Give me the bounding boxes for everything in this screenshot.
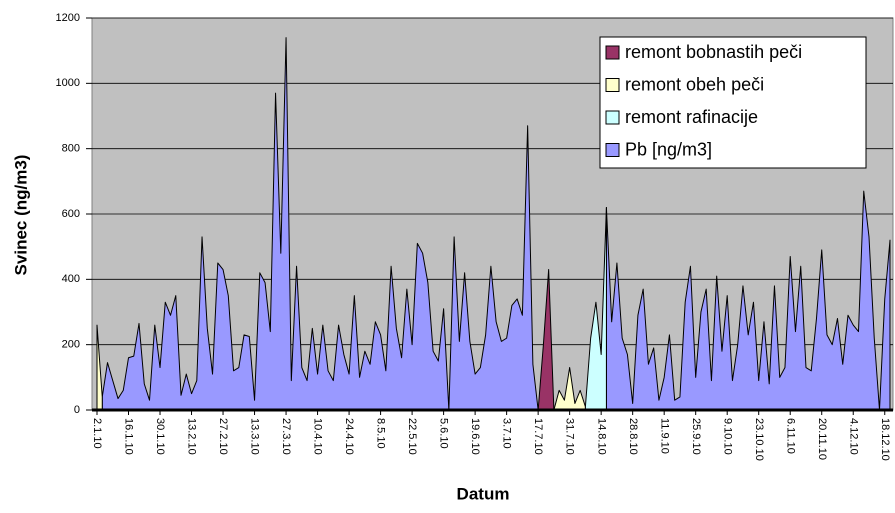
y-tick-label: 1200 xyxy=(56,12,80,24)
x-tick-label: 4.12.10 xyxy=(847,418,859,455)
x-tick-label: 25.9.10 xyxy=(690,418,702,455)
x-tick-label: 27.3.10 xyxy=(280,418,292,455)
x-tick-label: 14.8.10 xyxy=(595,418,607,455)
legend-swatch xyxy=(605,110,620,125)
legend-swatch xyxy=(605,143,620,157)
legend-box xyxy=(599,36,867,169)
x-tick-label: 3.7.10 xyxy=(501,418,513,449)
legend-swatch xyxy=(605,45,620,60)
x-tick-label: 8.5.10 xyxy=(375,418,387,449)
legend: remont bobnastih peči remont obeh peči rem… xyxy=(599,36,867,169)
x-tick-label: 2.1.10 xyxy=(91,418,103,449)
x-tick-label: 6.11.10 xyxy=(784,418,796,454)
x-tick-label: 5.6.10 xyxy=(438,418,450,449)
x-tick-label: 28.8.10 xyxy=(627,418,639,455)
legend-label: Pb [ng/m3] xyxy=(625,139,712,159)
x-tick-label: 19.6.10 xyxy=(469,418,481,455)
x-axis-title: Datum xyxy=(457,484,510,503)
x-tick-label: 22.5.10 xyxy=(406,418,418,455)
x-tick-label: 10.4.10 xyxy=(312,418,324,455)
y-tick-label: 800 xyxy=(62,143,80,155)
area xyxy=(584,206,607,411)
x-tick-label: 27.2.10 xyxy=(217,418,229,455)
x-tick-label: 9.10.10 xyxy=(721,418,733,455)
y-tick-label: 400 xyxy=(62,273,80,285)
x-tick-label: 24.4.10 xyxy=(343,418,355,455)
x-tick-label: 16.1.10 xyxy=(123,418,135,455)
area xyxy=(101,37,891,411)
x-tick-label: 31.7.10 xyxy=(564,418,576,455)
x-tick-label: 13.2.10 xyxy=(186,418,198,455)
legend-label: remont rafinacije xyxy=(625,107,758,127)
legend-label: remont bobnastih peči xyxy=(625,42,802,62)
x-tick-label: 13.3.10 xyxy=(249,418,261,455)
y-tick-label: 600 xyxy=(62,208,80,220)
x-tick-label: 30.1.10 xyxy=(154,418,166,455)
legend-swatch xyxy=(605,78,620,92)
y-tick-label: 0 xyxy=(74,404,80,416)
legend-label: remont obeh peči xyxy=(625,74,764,94)
x-tick-label: 17.7.10 xyxy=(532,418,544,455)
x-tick-label: 20.11.10 xyxy=(816,418,828,460)
y-tick-label: 200 xyxy=(62,339,80,351)
y-axis-title: Svinec (ng/m3) xyxy=(11,155,30,276)
x-tick-label: 11.9.10 xyxy=(658,418,670,454)
x-tick-label: 23.10.10 xyxy=(753,418,765,461)
x-tick-label: 18.12.10 xyxy=(879,418,891,461)
y-tick-label: 1000 xyxy=(56,77,80,89)
